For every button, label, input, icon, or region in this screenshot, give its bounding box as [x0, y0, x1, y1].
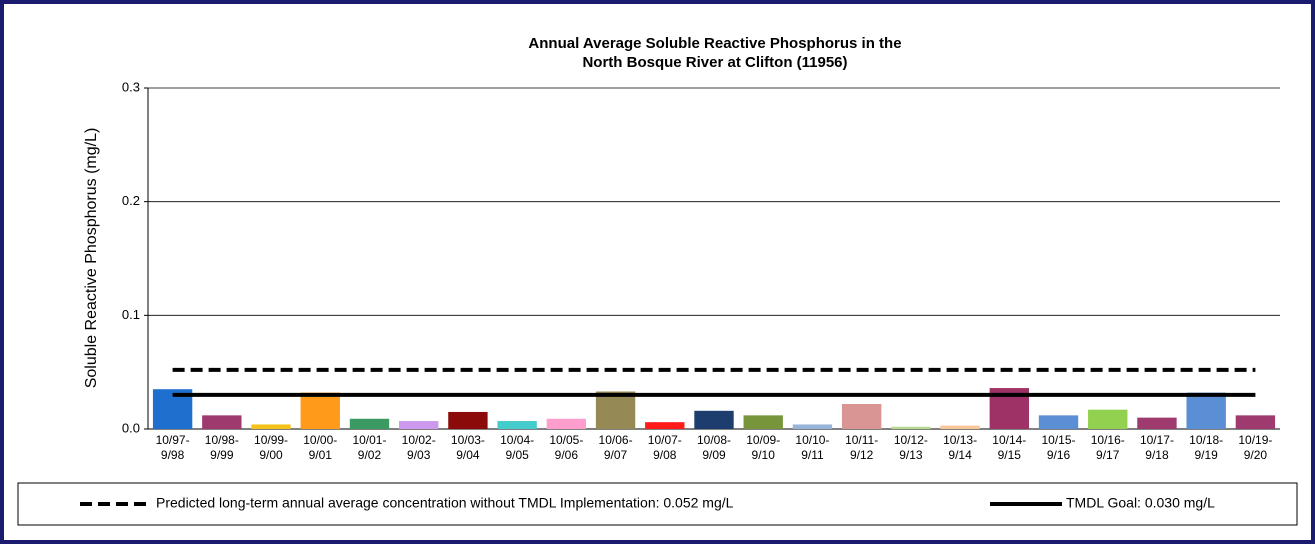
y-tick-label: 0.0	[122, 420, 140, 435]
bar	[743, 415, 783, 429]
x-tick-label: 10/13-9/14	[943, 433, 977, 462]
legend-label: Predicted long-term annual average conce…	[156, 495, 734, 511]
chart-title: North Bosque River at Clifton (11956)	[582, 54, 847, 71]
bar	[1137, 417, 1177, 429]
x-tick-label: 10/10-9/11	[795, 433, 829, 462]
chart-title: Annual Average Soluble Reactive Phosphor…	[528, 35, 901, 52]
legend-box	[17, 482, 1298, 526]
x-tick-label: 10/12-9/13	[894, 433, 928, 462]
bar	[202, 415, 242, 429]
x-tick-label: 10/15-9/16	[1042, 433, 1076, 462]
x-tick-label: 10/05-9/06	[549, 433, 583, 462]
x-tick-label: 10/17-9/18	[1140, 433, 1174, 462]
bar	[1186, 392, 1226, 429]
bar	[841, 403, 882, 429]
bar	[448, 411, 488, 429]
x-tick-label: 10/00-9/01	[303, 433, 337, 462]
x-tick-label: 10/16-9/17	[1091, 433, 1125, 462]
x-tick-label: 10/09-9/10	[746, 433, 780, 462]
bar	[251, 424, 291, 429]
y-axis-label: Soluble Reactive Phosphorus (mg/L)	[83, 128, 100, 389]
x-tick-label: 10/07-9/08	[648, 433, 682, 462]
bar	[497, 421, 537, 429]
x-tick-label: 10/97-9/98	[156, 433, 190, 462]
bar	[546, 418, 587, 429]
bar	[940, 425, 980, 429]
bar	[645, 422, 685, 429]
bar	[1088, 409, 1128, 429]
y-tick-label: 0.3	[122, 79, 140, 94]
x-tick-label: 10/18-9/19	[1189, 433, 1223, 462]
bar	[595, 391, 636, 429]
y-tick-label: 0.1	[122, 307, 140, 322]
x-tick-label: 10/01-9/02	[352, 433, 386, 462]
legend-label: TMDL Goal: 0.030 mg/L	[1066, 495, 1215, 511]
x-tick-label: 10/14-9/15	[992, 433, 1026, 462]
y-tick-label: 0.2	[122, 193, 140, 208]
x-tick-label: 10/19-9/20	[1238, 433, 1272, 462]
x-tick-label: 10/03-9/04	[451, 433, 485, 462]
x-tick-label: 10/04-9/05	[500, 433, 534, 462]
x-tick-label: 10/06-9/07	[599, 433, 633, 462]
x-tick-label: 10/98-9/99	[205, 433, 239, 462]
x-tick-label: 10/99-9/00	[254, 433, 288, 462]
x-tick-label: 10/08-9/09	[697, 433, 731, 462]
x-tick-label: 10/02-9/03	[402, 433, 436, 462]
bar	[694, 410, 734, 429]
bar	[1038, 415, 1079, 429]
bar	[300, 392, 340, 429]
bar	[399, 421, 439, 429]
bar	[1235, 415, 1276, 429]
x-tick-label: 10/11-9/12	[845, 433, 878, 462]
bar	[349, 418, 390, 429]
bar	[891, 426, 931, 429]
bar	[792, 424, 833, 429]
